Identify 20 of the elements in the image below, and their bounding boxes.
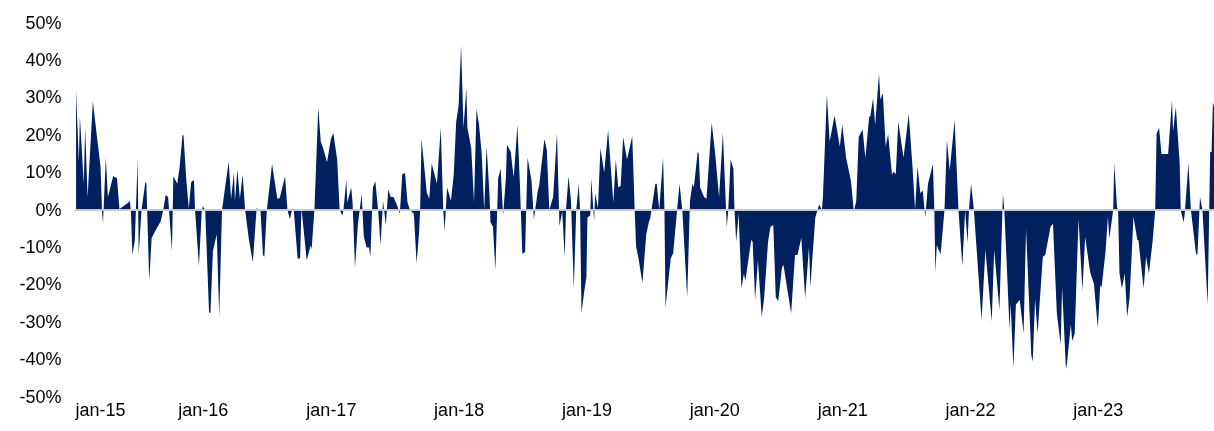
x-tick-label: jan-21 — [816, 399, 868, 420]
x-tick-label: jan-19 — [560, 399, 612, 420]
x-tick-label: jan-23 — [1072, 399, 1124, 420]
y-tick-label: 10% — [25, 162, 62, 183]
y-tick-label: -20% — [19, 274, 62, 295]
y-tick-label: 40% — [25, 49, 62, 70]
y-tick-label: -30% — [19, 311, 62, 332]
y-tick-label: 20% — [25, 124, 62, 145]
y-tick-label: -50% — [19, 386, 62, 407]
y-tick-label: 0% — [35, 199, 62, 220]
x-tick-label: jan-17 — [305, 399, 357, 420]
x-tick-label: jan-22 — [944, 399, 996, 420]
y-tick-label: -10% — [19, 236, 62, 257]
x-tick-label: jan-16 — [177, 399, 229, 420]
x-tick-label: jan-20 — [688, 399, 740, 420]
x-tick-label: jan-18 — [433, 399, 485, 420]
x-tick-label: jan-15 — [74, 399, 126, 420]
y-tick-label: 30% — [25, 87, 62, 108]
y-tick-label: -40% — [19, 349, 62, 370]
y-tick-label: 50% — [25, 12, 62, 33]
